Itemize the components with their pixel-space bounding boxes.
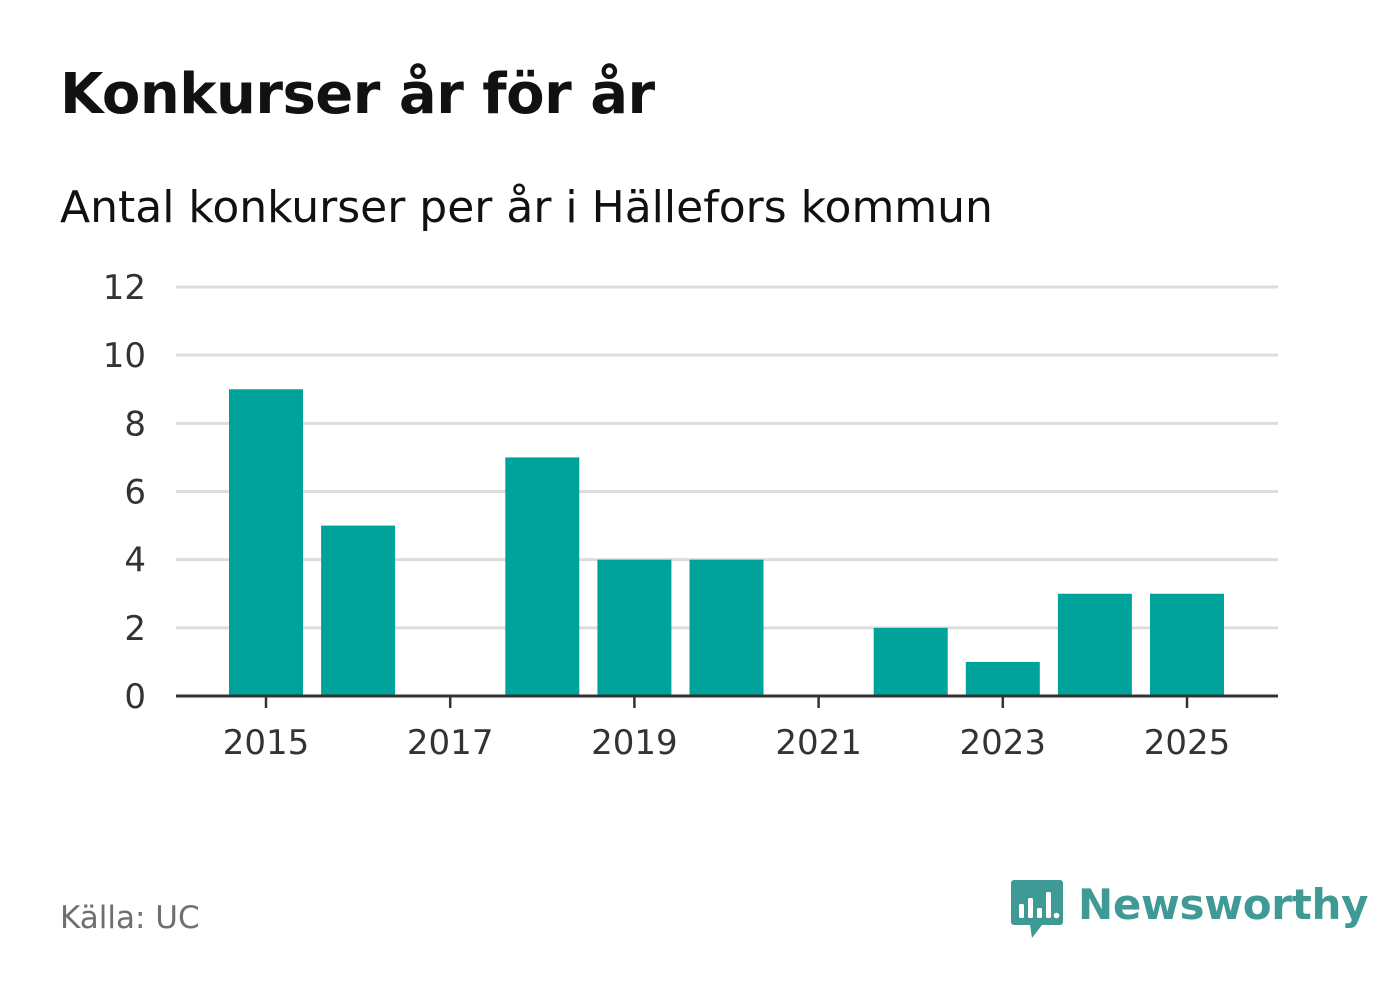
y-tick-label: 4 [124,541,146,581]
brand-name: Newsworthy [1078,880,1369,929]
x-tick-label: 2021 [775,723,862,763]
chart-title: Konkurser år för år [60,62,655,127]
y-tick-label: 8 [124,404,146,444]
bar-2020 [689,559,764,696]
bar-chart-speech-bubble-icon [1011,880,1063,938]
x-tick-label: 2025 [1144,723,1231,763]
bar-chart: 0 2 4 6 8 10 12 2015 2017 2019 2021 2023 2025 [103,268,1278,763]
bar-2015 [229,389,303,696]
x-tick-label: 2019 [591,723,678,763]
source-note: Källa: UC [60,900,200,936]
bar-2016 [321,525,396,696]
x-axis [176,694,1278,708]
brand-logo: Newsworthy [1010,878,1368,942]
y-tick-labels: 0 2 4 6 8 10 12 [103,268,146,717]
bar-2018 [505,457,580,696]
chart-subtitle: Antal konkurser per år i Hällefors kommu… [60,182,993,233]
x-tick-label: 2015 [223,723,310,763]
y-tick-label: 12 [103,268,146,308]
y-tick-label: 0 [124,677,146,717]
bar-2025 [1150,593,1224,696]
bar-2022 [873,627,948,696]
y-tick-label: 6 [124,473,146,513]
bars [229,389,1224,696]
x-tick-label: 2023 [960,723,1047,763]
bar-2019 [597,559,672,696]
bar-2023 [965,661,1040,696]
y-tick-label: 2 [124,609,146,649]
bar-2024 [1057,593,1132,696]
x-tick-labels: 2015 2017 2019 2021 2023 2025 [223,723,1231,763]
x-tick-label: 2017 [407,723,494,763]
y-tick-label: 10 [103,336,146,376]
